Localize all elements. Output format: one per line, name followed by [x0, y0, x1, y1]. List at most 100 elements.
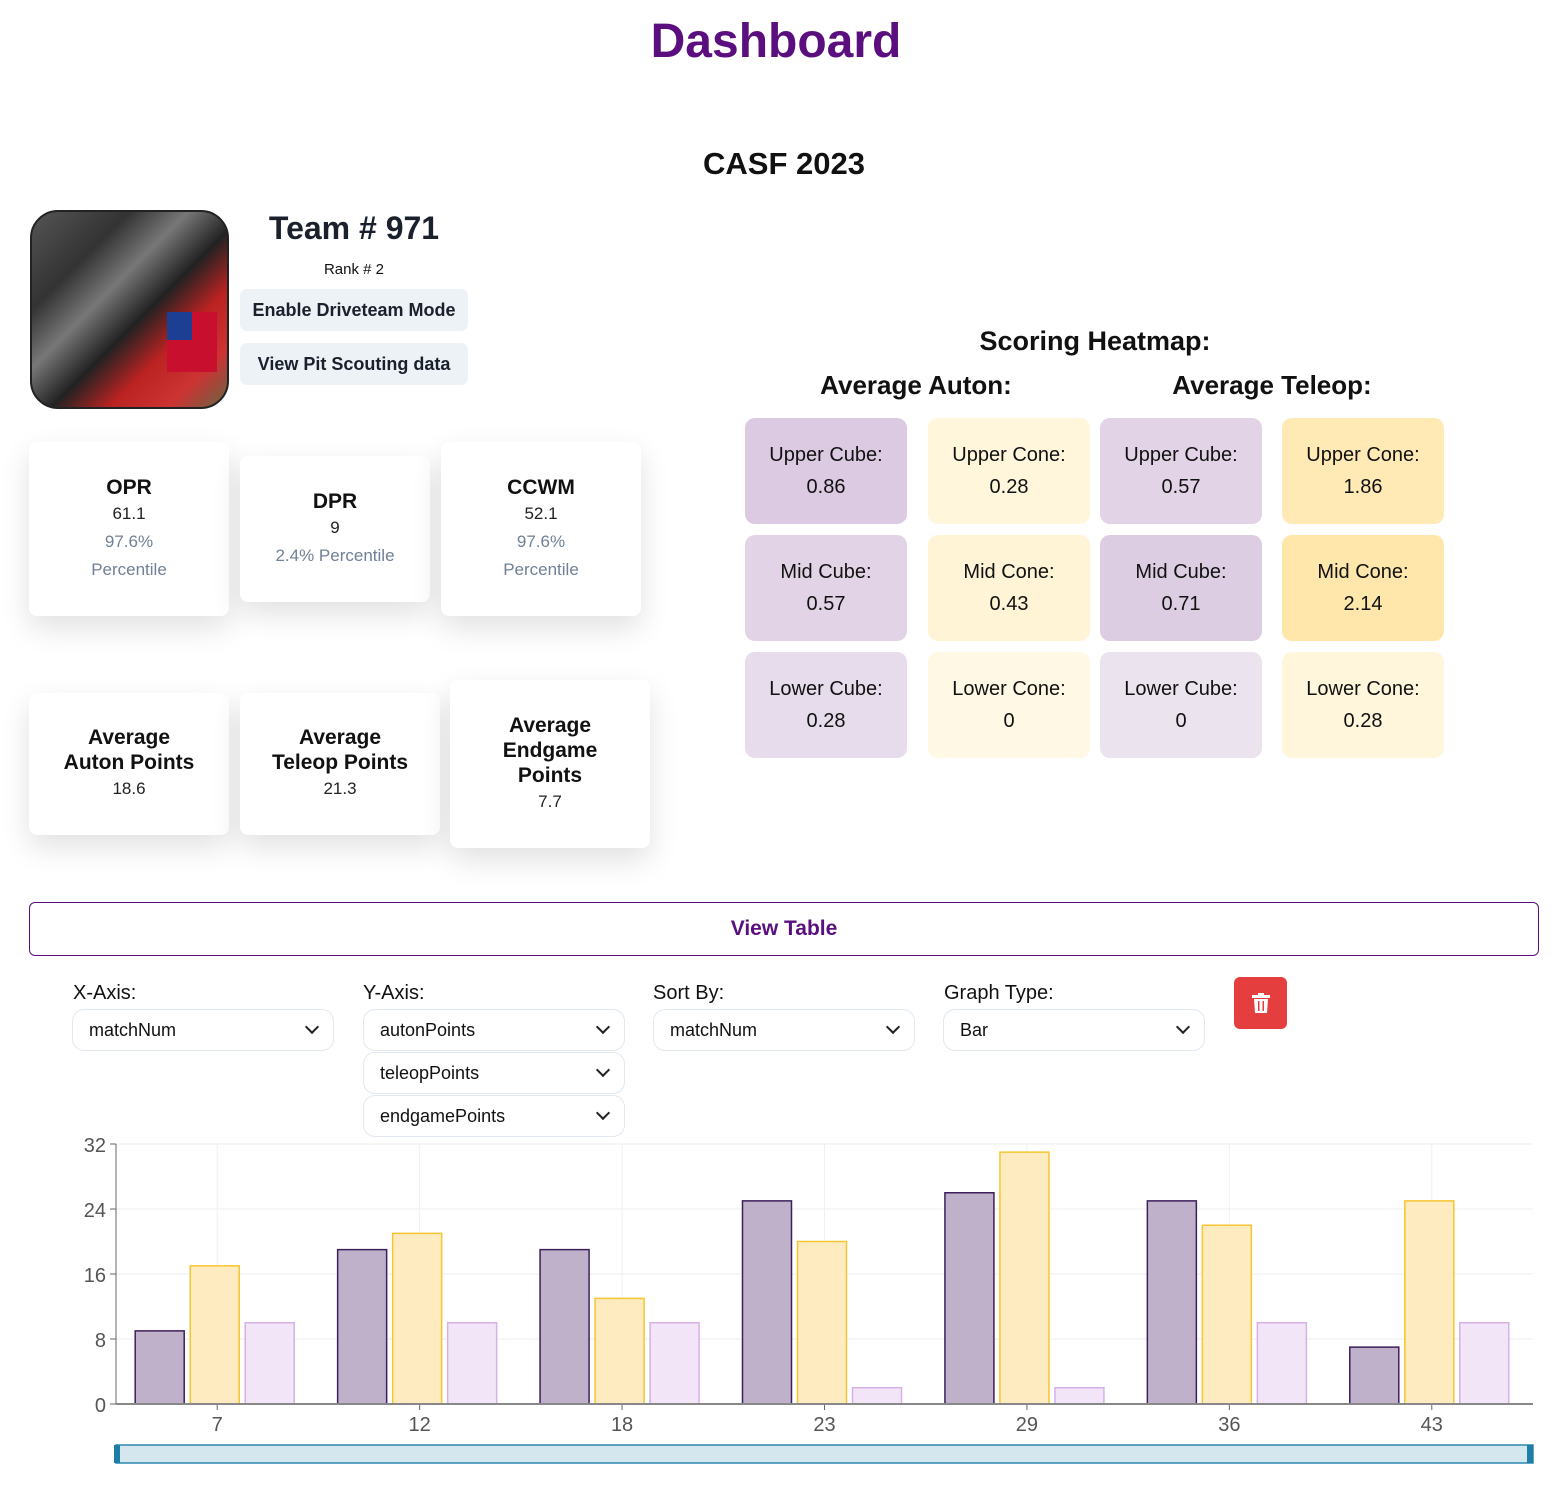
avg-label: Average Teleop Points — [271, 726, 409, 774]
bar-autonPoints — [539, 1248, 590, 1405]
chevron-down-icon — [1175, 1019, 1191, 1035]
cell-value: 0.28 — [989, 476, 1029, 498]
avg-teleop-card: Average Teleop Points 21.3 — [240, 693, 440, 835]
range-handle-right[interactable] — [1527, 1445, 1533, 1463]
avg-auton-card: Average Auton Points 18.6 — [29, 693, 229, 835]
x-tick-label: 18 — [611, 1414, 633, 1436]
bar-autonPoints — [134, 1330, 185, 1405]
cell-label: Upper Cone: — [1306, 444, 1420, 466]
avg-value: 18.6 — [112, 779, 146, 798]
select-value: matchNum — [670, 1019, 758, 1040]
cell-label: Mid Cube: — [1135, 561, 1227, 583]
x-axis-label: X-Axis: — [73, 982, 137, 1004]
sort-by-label: Sort By: — [653, 982, 725, 1004]
y-axis-select-3[interactable]: endgamePoints — [363, 1095, 625, 1137]
bar-teleopPoints — [796, 1240, 848, 1405]
x-tick-label: 36 — [1218, 1414, 1240, 1436]
avg-endgame-card: Average Endgame Points 7.7 — [450, 680, 650, 848]
bar-endgamePoints — [851, 1387, 903, 1405]
bar-teleopPoints — [999, 1151, 1050, 1405]
select-value: autonPoints — [380, 1019, 476, 1040]
y-axis-select-2[interactable]: teleopPoints — [363, 1052, 625, 1094]
page-title: Dashboard — [650, 15, 902, 68]
bar-autonPoints — [1146, 1200, 1198, 1405]
cell-label: Mid Cube: — [780, 561, 872, 583]
bar-autonPoints — [741, 1200, 793, 1405]
stat-label: DPR — [312, 489, 358, 513]
bar-autonPoints — [944, 1192, 995, 1405]
graph-type-select[interactable]: Bar — [943, 1009, 1205, 1051]
cell-value: 1.86 — [1343, 476, 1383, 498]
select-value: Bar — [960, 1019, 989, 1040]
cell-label: Lower Cone: — [1306, 678, 1420, 700]
bar-teleopPoints — [1201, 1224, 1253, 1405]
heatmap-title: Scoring Heatmap: — [979, 326, 1211, 356]
enable-driveteam-mode-button[interactable]: Enable Driveteam Mode — [240, 289, 468, 331]
avg-value: 7.7 — [538, 791, 562, 811]
cell-value: 0.57 — [1161, 476, 1201, 498]
cell-label: Lower Cube: — [769, 678, 883, 700]
dpr-card: DPR 9 2.4% Percentile — [240, 456, 430, 602]
cell-label: Upper Cone: — [952, 444, 1066, 466]
stat-percentile: 2.4% Percentile — [275, 545, 395, 565]
heatmap-cell: Mid Cone: 0.43 — [928, 535, 1090, 641]
stat-percentile: 97.6% — [516, 531, 566, 551]
x-tick-label: 43 — [1421, 1414, 1443, 1436]
y-axis-select-1[interactable]: autonPoints — [363, 1009, 625, 1051]
cell-label: Lower Cube: — [1124, 678, 1238, 700]
bar-endgamePoints — [244, 1322, 295, 1405]
heatmap-cell: Mid Cube: 0.71 — [1100, 535, 1262, 641]
cell-label: Mid Cone: — [1317, 561, 1409, 583]
view-pit-scouting-button[interactable]: View Pit Scouting data — [240, 343, 468, 385]
heatmap-cell: Mid Cone: 2.14 — [1282, 535, 1444, 641]
cell-value: 0.43 — [989, 593, 1029, 615]
bar-endgamePoints — [1459, 1322, 1510, 1405]
bar-endgamePoints — [446, 1322, 498, 1405]
bar-autonPoints — [336, 1248, 388, 1405]
stat-label: OPR — [106, 475, 152, 499]
cell-label: Mid Cone: — [963, 561, 1055, 583]
x-tick-label: 7 — [212, 1414, 223, 1436]
event-title: CASF 2023 — [703, 146, 865, 181]
trash-icon — [1251, 993, 1270, 1013]
y-tick-label: 0 — [95, 1395, 106, 1417]
bar-autonPoints — [1349, 1346, 1400, 1405]
bar-endgamePoints — [1054, 1387, 1105, 1405]
view-table-button[interactable]: View Table — [29, 902, 1539, 956]
select-value: matchNum — [89, 1019, 177, 1040]
bar-endgamePoints — [649, 1322, 700, 1405]
select-value: teleopPoints — [380, 1062, 480, 1083]
chevron-down-icon — [885, 1019, 901, 1035]
stat-value: 61.1 — [112, 503, 146, 523]
heatmap-cell: Mid Cube: 0.57 — [745, 535, 907, 641]
delete-graph-button[interactable] — [1234, 977, 1287, 1029]
bar-teleopPoints — [594, 1297, 645, 1405]
heatmap-cell: Lower Cube: 0.28 — [745, 652, 907, 758]
team-number: Team # 971 — [268, 210, 440, 246]
select-value: endgamePoints — [380, 1105, 506, 1126]
bar-teleopPoints — [189, 1265, 240, 1405]
heatmap-cell: Lower Cone: 0 — [928, 652, 1090, 758]
range-handle-left[interactable] — [114, 1445, 120, 1463]
ccwm-card: CCWM 52.1 97.6% Percentile — [441, 442, 641, 616]
opr-card: OPR 61.1 97.6% Percentile — [29, 442, 229, 616]
stat-percentile-label: Percentile — [503, 559, 579, 579]
cell-value: 0.57 — [806, 593, 846, 615]
heatmap-teleop-title: Average Teleop: — [1172, 370, 1372, 400]
cell-value: 0 — [1003, 710, 1015, 732]
heatmap-cell: Upper Cube: 0.57 — [1100, 418, 1262, 524]
x-axis-select[interactable]: matchNum — [72, 1009, 334, 1051]
stat-percentile-label: Percentile — [91, 559, 167, 579]
cell-value: 0 — [1175, 710, 1187, 732]
chevron-down-icon — [595, 1019, 611, 1035]
cell-label: Upper Cube: — [1124, 444, 1238, 466]
heatmap-cell: Upper Cone: 0.28 — [928, 418, 1090, 524]
sort-by-select[interactable]: matchNum — [653, 1009, 915, 1051]
range-slider[interactable] — [115, 1444, 1534, 1464]
avg-value: 21.3 — [323, 779, 357, 798]
team-rank: Rank # 2 — [323, 261, 385, 278]
avg-label: Average Endgame Points — [502, 713, 598, 787]
stat-percentile: 97.6% — [104, 531, 154, 551]
x-tick-label: 29 — [1016, 1414, 1038, 1436]
cell-value: 0.28 — [806, 710, 846, 732]
